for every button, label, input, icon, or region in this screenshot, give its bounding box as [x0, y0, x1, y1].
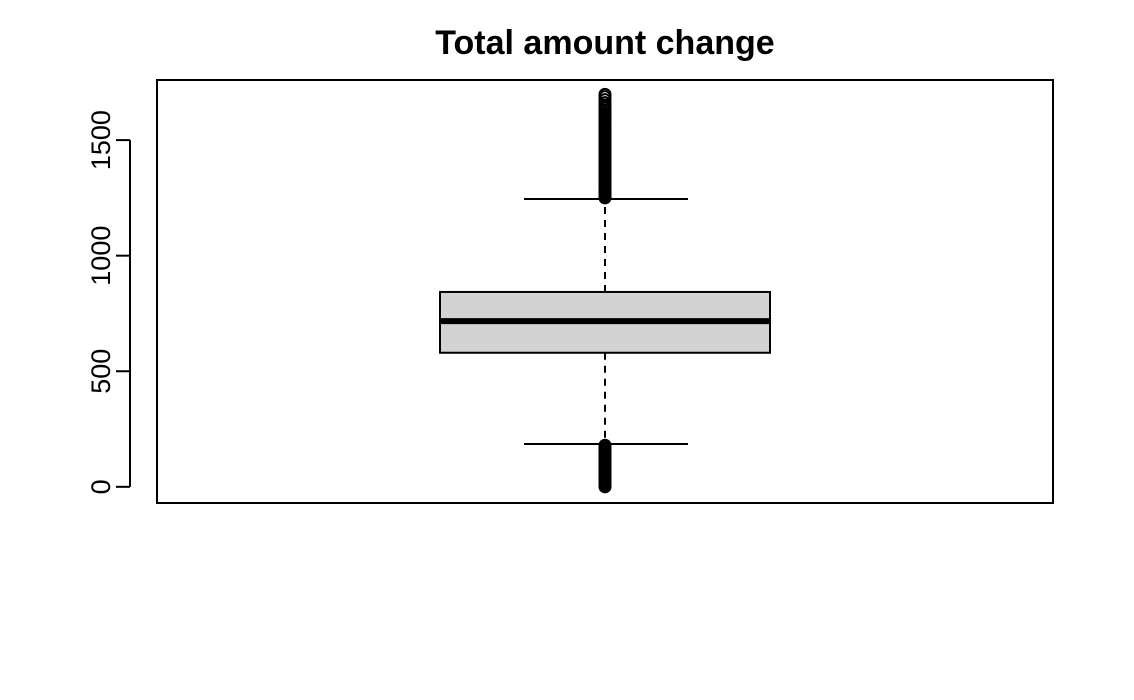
y-tick-label: 0: [86, 479, 116, 494]
y-axis: 0 500 1000 1500: [86, 110, 131, 494]
box-plot: [439, 198, 771, 446]
y-tick-label: 1500: [86, 110, 116, 170]
outlier-points: [598, 87, 612, 494]
y-tick-label: 1000: [86, 226, 116, 286]
plot-frame: [156, 79, 1054, 504]
outlier-point: [598, 87, 612, 101]
outlier-point: [598, 438, 612, 452]
chart-title: Total amount change: [435, 24, 774, 62]
y-tick-label: 500: [86, 349, 116, 394]
